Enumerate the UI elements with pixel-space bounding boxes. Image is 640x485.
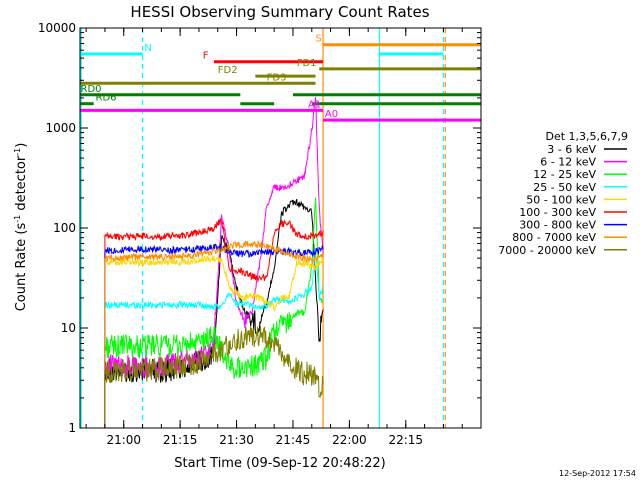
flag-label-n: N <box>144 43 151 54</box>
series-line-5 <box>104 217 324 428</box>
y-tick-label: 10000 <box>38 21 76 35</box>
plot-axes: 1 10 100 1000 10000 21:00 21:15 21:30 21:45 22:00… <box>38 21 482 447</box>
flag-label-rd6: RD6 <box>96 93 117 104</box>
x-tick-label: 21:15 <box>163 433 198 447</box>
x-axis-label: Start Time (09-Sep-12 20:48:22) <box>174 456 385 471</box>
legend-label-0: 3 - 6 keV <box>547 143 596 156</box>
x-tick-label: 22:00 <box>332 433 367 447</box>
series-line-7 <box>104 239 324 428</box>
x-tick-label: 21:30 <box>219 433 254 447</box>
series-line-4 <box>104 255 324 428</box>
y-tick-label: 100 <box>53 221 76 235</box>
legend-label-1: 6 - 12 keV <box>540 156 596 169</box>
y-tick-label: 1 <box>68 421 76 435</box>
flag-label-f: F <box>203 51 209 62</box>
legend-label-6: 300 - 800 keV <box>519 219 596 232</box>
x-tick-label: 22:15 <box>388 433 423 447</box>
footer-timestamp: 12-Sep-2012 17:54 <box>559 469 636 478</box>
flag-label-fd1: FD1 <box>297 58 317 69</box>
legend-label-2: 12 - 25 keV <box>533 168 596 181</box>
legend-label-4: 50 - 100 keV <box>526 193 596 206</box>
legend-label-3: 25 - 50 keV <box>533 181 596 194</box>
legend-title: Det 1,3,5,6,7,9 <box>545 130 628 143</box>
series-line-2 <box>104 197 324 428</box>
flag-label-fd2: FD2 <box>218 65 238 76</box>
legend-label-8: 7000 - 20000 keV <box>498 244 596 257</box>
flag-label-a0: A0 <box>325 109 338 120</box>
y-tick-label: 10 <box>61 321 76 335</box>
flag-label-fd3: FD3 <box>267 72 287 83</box>
y-tick-label: 1000 <box>45 121 76 135</box>
series-line-3 <box>104 248 324 428</box>
series-line-8 <box>104 324 324 428</box>
chart-title: HESSI Observing Summary Count Rates <box>130 3 429 21</box>
flag-label-rd0: RD0 <box>81 84 102 95</box>
x-tick-label: 21:45 <box>276 433 311 447</box>
x-tick-label: 21:00 <box>106 433 141 447</box>
legend-label-5: 100 - 300 keV <box>519 206 596 219</box>
legend-label-7: 800 - 7000 keV <box>512 231 596 244</box>
y-axis-label: Count Rate (s-1 detector-1) <box>13 143 29 312</box>
flag-label-s: S <box>316 34 322 45</box>
